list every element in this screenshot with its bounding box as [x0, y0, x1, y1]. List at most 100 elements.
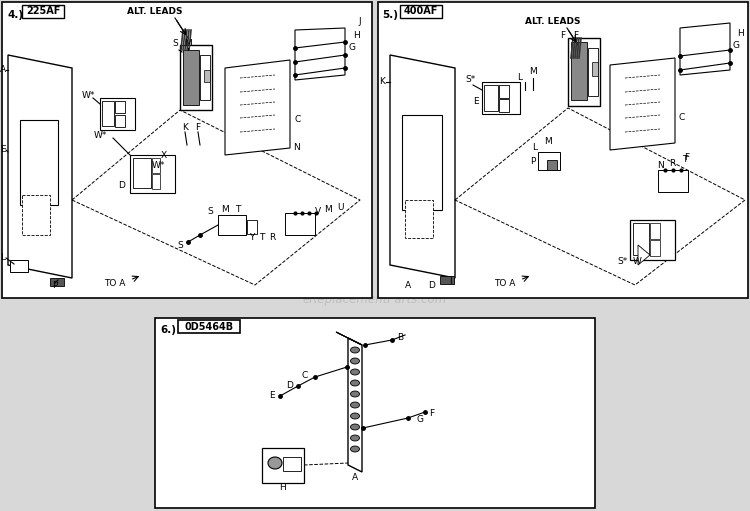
- Text: D: D: [286, 381, 293, 389]
- Text: G: G: [733, 41, 740, 51]
- Text: E: E: [269, 390, 274, 400]
- Text: V: V: [315, 207, 321, 217]
- Bar: [650, 223, 660, 239]
- Bar: [571, 42, 587, 100]
- Bar: [178, 320, 240, 333]
- Bar: [568, 38, 600, 106]
- Text: G: G: [416, 415, 424, 425]
- Ellipse shape: [350, 347, 359, 353]
- Bar: [200, 55, 210, 100]
- Text: T: T: [682, 155, 688, 165]
- Polygon shape: [680, 23, 730, 75]
- Text: F: F: [196, 124, 200, 132]
- Text: T: T: [260, 233, 265, 242]
- Bar: [285, 213, 315, 235]
- Ellipse shape: [350, 380, 359, 386]
- Bar: [155, 318, 595, 508]
- Text: H: H: [736, 29, 743, 37]
- Text: D: D: [118, 180, 125, 190]
- Text: H: H: [354, 31, 360, 39]
- Ellipse shape: [350, 424, 359, 430]
- Text: A: A: [352, 474, 358, 482]
- Bar: [658, 170, 688, 192]
- Text: C: C: [302, 370, 308, 380]
- Bar: [115, 115, 125, 127]
- Bar: [204, 70, 210, 82]
- Text: A: A: [405, 281, 411, 290]
- Text: L: L: [1, 253, 5, 263]
- Text: W*: W*: [81, 90, 94, 100]
- Polygon shape: [638, 245, 650, 265]
- Bar: [20, 120, 58, 205]
- Bar: [247, 220, 257, 234]
- Bar: [50, 278, 64, 286]
- Bar: [484, 85, 498, 111]
- Ellipse shape: [350, 446, 359, 452]
- Text: TO A: TO A: [104, 278, 126, 288]
- Text: D: D: [428, 281, 436, 290]
- Text: ALT. LEADS: ALT. LEADS: [525, 17, 580, 27]
- Bar: [538, 152, 560, 170]
- Text: S*: S*: [618, 258, 628, 267]
- Text: 5.): 5.): [382, 10, 398, 20]
- Bar: [378, 2, 748, 298]
- Text: B: B: [397, 334, 403, 342]
- Bar: [218, 215, 246, 235]
- Ellipse shape: [350, 358, 359, 364]
- Bar: [630, 220, 675, 260]
- Bar: [650, 240, 660, 256]
- Bar: [152, 158, 160, 173]
- Text: G: G: [349, 43, 355, 53]
- Text: P: P: [53, 282, 58, 290]
- Polygon shape: [610, 58, 675, 150]
- Text: K: K: [182, 124, 188, 132]
- Polygon shape: [225, 60, 290, 155]
- Bar: [152, 174, 160, 189]
- Text: M: M: [324, 205, 332, 215]
- Text: I: I: [448, 277, 452, 287]
- Text: E: E: [473, 98, 478, 106]
- Bar: [2, 2, 372, 298]
- Ellipse shape: [268, 457, 282, 469]
- Text: W*: W*: [152, 160, 165, 170]
- Text: 4.): 4.): [8, 10, 24, 20]
- Text: N: N: [657, 160, 663, 170]
- Bar: [262, 448, 304, 483]
- Text: ALT. LEADS: ALT. LEADS: [128, 8, 183, 16]
- Bar: [440, 276, 454, 284]
- Bar: [547, 160, 557, 170]
- Text: eReplacementParts.com: eReplacementParts.com: [303, 293, 447, 307]
- Polygon shape: [390, 55, 455, 278]
- Text: S: S: [177, 241, 183, 249]
- Text: P: P: [530, 157, 536, 167]
- Text: C: C: [679, 113, 686, 123]
- Polygon shape: [348, 338, 362, 472]
- Text: M: M: [544, 137, 552, 147]
- Bar: [183, 50, 199, 105]
- Text: S: S: [172, 38, 178, 48]
- Text: TO A: TO A: [494, 278, 516, 288]
- Text: T: T: [236, 205, 241, 215]
- Bar: [400, 5, 442, 18]
- Bar: [102, 101, 114, 126]
- Text: 6.): 6.): [160, 325, 176, 335]
- Text: H: H: [280, 483, 286, 493]
- Text: A: A: [0, 65, 6, 75]
- Ellipse shape: [350, 402, 359, 408]
- Text: L: L: [518, 74, 523, 82]
- Text: M: M: [530, 67, 537, 77]
- Bar: [130, 155, 175, 193]
- Text: X: X: [161, 151, 167, 159]
- Text: F: F: [574, 31, 578, 39]
- Text: R: R: [669, 158, 675, 168]
- Bar: [115, 101, 125, 113]
- Text: W*: W*: [93, 130, 106, 140]
- Text: U: U: [337, 203, 344, 213]
- Bar: [100, 98, 135, 130]
- Bar: [10, 260, 28, 272]
- Bar: [133, 158, 151, 188]
- Text: Y: Y: [249, 233, 255, 242]
- Ellipse shape: [350, 391, 359, 397]
- Text: L: L: [532, 144, 538, 152]
- Bar: [22, 195, 50, 235]
